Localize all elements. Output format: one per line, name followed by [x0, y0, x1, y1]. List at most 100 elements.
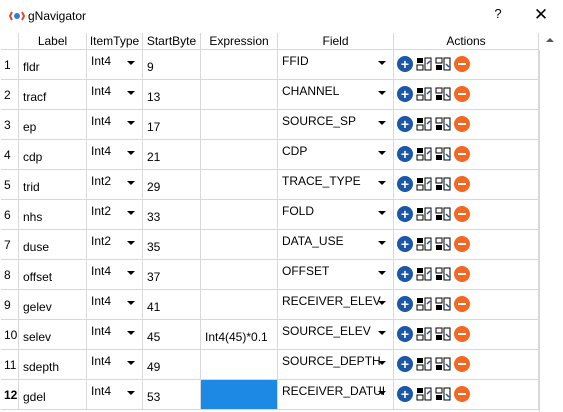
expression-cell[interactable] — [201, 110, 278, 140]
table-row[interactable]: 11 sdepth Int4 49 SOURCE_DEPTH + — [1, 350, 563, 380]
startbyte-cell[interactable]: 53 — [143, 380, 201, 410]
chevron-down-icon[interactable] — [378, 361, 386, 365]
table-row[interactable]: 1 fldr Int4 9 FFID + — [1, 50, 563, 80]
chevron-down-icon[interactable] — [127, 181, 135, 185]
startbyte-cell[interactable]: 13 — [143, 80, 201, 110]
chevron-down-icon[interactable] — [127, 121, 135, 125]
table-row[interactable]: 4 cdp Int4 21 CDP + — [1, 140, 563, 170]
insert-before-icon[interactable] — [416, 176, 432, 192]
remove-circle-icon[interactable] — [454, 86, 470, 102]
startbyte-cell[interactable]: 35 — [143, 230, 201, 260]
itemtype-select[interactable]: Int2 — [87, 170, 143, 200]
row-number[interactable]: 4 — [1, 140, 19, 170]
remove-circle-icon[interactable] — [454, 296, 470, 312]
table-row[interactable]: 7 duse Int2 35 DATA_USE + — [1, 230, 563, 260]
field-select[interactable]: RECEIVER_ELEV — [278, 290, 394, 320]
label-cell[interactable]: selev — [19, 320, 87, 350]
table-row[interactable]: 6 nhs Int2 33 FOLD + — [1, 200, 563, 230]
itemtype-select[interactable]: Int4 — [87, 350, 143, 380]
label-cell[interactable]: gelev — [19, 290, 87, 320]
header-label[interactable]: Label — [19, 33, 87, 50]
insert-before-icon[interactable] — [416, 386, 432, 402]
chevron-down-icon[interactable] — [378, 61, 386, 65]
field-select[interactable]: TRACE_TYPE — [278, 170, 394, 200]
row-number[interactable]: 2 — [1, 80, 19, 110]
chevron-down-icon[interactable] — [127, 301, 135, 305]
table-row[interactable]: 12 gdel Int4 53 RECEIVER_DATUI + — [1, 380, 563, 410]
itemtype-select[interactable]: Int4 — [87, 380, 143, 410]
field-select[interactable]: CDP — [278, 140, 394, 170]
row-number[interactable]: 11 — [1, 350, 19, 380]
remove-circle-icon[interactable] — [454, 206, 470, 222]
insert-after-icon[interactable] — [435, 236, 451, 252]
insert-before-icon[interactable] — [416, 206, 432, 222]
row-number[interactable]: 7 — [1, 230, 19, 260]
chevron-down-icon[interactable] — [378, 391, 386, 395]
label-cell[interactable]: duse — [19, 230, 87, 260]
chevron-down-icon[interactable] — [378, 301, 386, 305]
field-select[interactable]: FFID — [278, 50, 394, 80]
chevron-down-icon[interactable] — [127, 331, 135, 335]
add-circle-icon[interactable]: + — [397, 266, 413, 282]
chevron-down-icon[interactable] — [378, 271, 386, 275]
insert-after-icon[interactable] — [435, 146, 451, 162]
chevron-down-icon[interactable] — [378, 241, 386, 245]
chevron-down-icon[interactable] — [127, 151, 135, 155]
label-cell[interactable]: ep — [19, 110, 87, 140]
chevron-down-icon[interactable] — [127, 391, 135, 395]
field-select[interactable]: RECEIVER_DATUI — [278, 380, 394, 410]
startbyte-cell[interactable]: 9 — [143, 50, 201, 80]
add-circle-icon[interactable]: + — [397, 86, 413, 102]
itemtype-select[interactable]: Int2 — [87, 200, 143, 230]
chevron-down-icon[interactable] — [378, 181, 386, 185]
row-number[interactable]: 8 — [1, 260, 19, 290]
expression-cell[interactable] — [201, 380, 278, 410]
scrollbar-track[interactable] — [539, 50, 540, 412]
insert-before-icon[interactable] — [416, 86, 432, 102]
row-number[interactable]: 12 — [1, 380, 19, 410]
field-select[interactable]: CHANNEL — [278, 80, 394, 110]
row-number[interactable]: 1 — [1, 50, 19, 80]
help-button[interactable]: ? — [494, 6, 502, 21]
table-row[interactable]: 8 offset Int4 37 OFFSET + — [1, 260, 563, 290]
table-row[interactable]: 2 tracf Int4 13 CHANNEL + — [1, 80, 563, 110]
add-circle-icon[interactable]: + — [397, 206, 413, 222]
startbyte-cell[interactable]: 29 — [143, 170, 201, 200]
expression-cell[interactable] — [201, 260, 278, 290]
add-circle-icon[interactable]: + — [397, 386, 413, 402]
chevron-down-icon[interactable] — [127, 241, 135, 245]
remove-circle-icon[interactable] — [454, 116, 470, 132]
table-row[interactable]: 5 trid Int2 29 TRACE_TYPE + — [1, 170, 563, 200]
row-number[interactable]: 10 — [1, 320, 19, 350]
chevron-down-icon[interactable] — [127, 361, 135, 365]
chevron-down-icon[interactable] — [127, 91, 135, 95]
startbyte-cell[interactable]: 45 — [143, 320, 201, 350]
insert-after-icon[interactable] — [435, 206, 451, 222]
startbyte-cell[interactable]: 41 — [143, 290, 201, 320]
expression-cell[interactable] — [201, 170, 278, 200]
insert-after-icon[interactable] — [435, 266, 451, 282]
itemtype-select[interactable]: Int4 — [87, 140, 143, 170]
label-cell[interactable]: gdel — [19, 380, 87, 410]
add-circle-icon[interactable]: + — [397, 56, 413, 72]
itemtype-select[interactable]: Int4 — [87, 290, 143, 320]
row-number[interactable]: 5 — [1, 170, 19, 200]
insert-after-icon[interactable] — [435, 86, 451, 102]
expression-cell[interactable]: Int4(45)*0.1 — [201, 320, 278, 350]
itemtype-select[interactable]: Int4 — [87, 50, 143, 80]
row-number[interactable]: 6 — [1, 200, 19, 230]
insert-before-icon[interactable] — [416, 56, 432, 72]
expression-cell[interactable] — [201, 80, 278, 110]
insert-after-icon[interactable] — [435, 386, 451, 402]
insert-before-icon[interactable] — [416, 236, 432, 252]
remove-circle-icon[interactable] — [454, 146, 470, 162]
insert-after-icon[interactable] — [435, 296, 451, 312]
field-select[interactable]: SOURCE_DEPTH — [278, 350, 394, 380]
insert-after-icon[interactable] — [435, 56, 451, 72]
remove-circle-icon[interactable] — [454, 236, 470, 252]
table-row[interactable]: 10 selev Int4 45 Int4(45)*0.1 SOURCE_ELE… — [1, 320, 563, 350]
itemtype-select[interactable]: Int4 — [87, 110, 143, 140]
header-itemtype[interactable]: ItemType — [87, 33, 143, 50]
itemtype-select[interactable]: Int4 — [87, 320, 143, 350]
remove-circle-icon[interactable] — [454, 56, 470, 72]
